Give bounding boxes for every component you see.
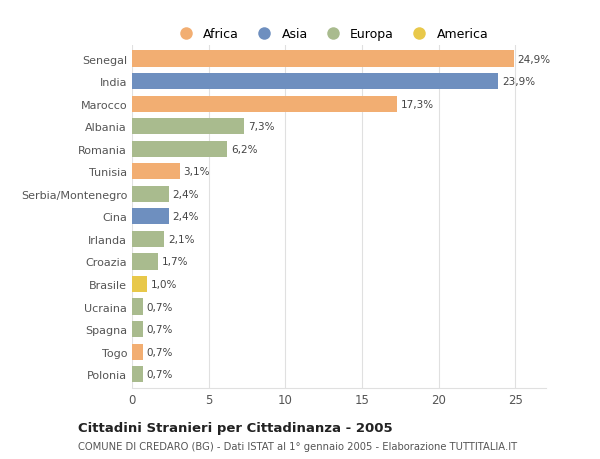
Bar	[132, 119, 244, 135]
Text: 7,3%: 7,3%	[248, 122, 274, 132]
Bar	[132, 276, 148, 292]
Text: 2,4%: 2,4%	[173, 212, 199, 222]
Text: 23,9%: 23,9%	[502, 77, 535, 87]
Text: 1,0%: 1,0%	[151, 280, 178, 289]
Bar	[132, 186, 169, 202]
Text: 0,7%: 0,7%	[146, 369, 173, 379]
Text: 0,7%: 0,7%	[146, 347, 173, 357]
Text: COMUNE DI CREDARO (BG) - Dati ISTAT al 1° gennaio 2005 - Elaborazione TUTTITALIA: COMUNE DI CREDARO (BG) - Dati ISTAT al 1…	[78, 441, 517, 451]
Text: 2,4%: 2,4%	[173, 190, 199, 199]
Text: 2,1%: 2,1%	[168, 235, 194, 244]
Bar	[132, 231, 164, 247]
Legend: Africa, Asia, Europa, America: Africa, Asia, Europa, America	[168, 23, 493, 46]
Text: 1,7%: 1,7%	[162, 257, 188, 267]
Bar	[132, 366, 143, 382]
Bar	[132, 164, 179, 180]
Bar	[132, 209, 169, 225]
Bar	[132, 254, 158, 270]
Text: 24,9%: 24,9%	[518, 55, 551, 64]
Bar	[132, 51, 514, 67]
Bar	[132, 74, 499, 90]
Text: 3,1%: 3,1%	[184, 167, 210, 177]
Bar	[132, 344, 143, 360]
Text: Cittadini Stranieri per Cittadinanza - 2005: Cittadini Stranieri per Cittadinanza - 2…	[78, 421, 392, 434]
Text: 17,3%: 17,3%	[401, 100, 434, 109]
Bar	[132, 299, 143, 315]
Bar	[132, 321, 143, 337]
Text: 6,2%: 6,2%	[231, 145, 257, 154]
Bar	[132, 141, 227, 157]
Text: 0,7%: 0,7%	[146, 302, 173, 312]
Text: 0,7%: 0,7%	[146, 325, 173, 334]
Bar	[132, 96, 397, 112]
